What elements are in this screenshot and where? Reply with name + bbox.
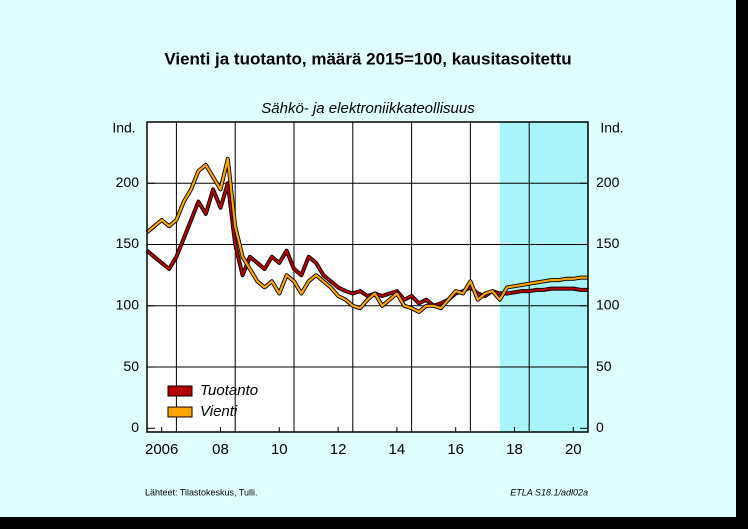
code: ETLA S18.1/adl02a	[510, 487, 588, 497]
y2-tick-label: 200	[596, 174, 620, 190]
y-tick-label: 0	[131, 419, 139, 435]
y-label: Ind.	[112, 120, 135, 136]
x-tick-label: 12	[330, 441, 347, 458]
legend-label: Tuotanto	[200, 382, 258, 399]
legend-swatch	[167, 406, 193, 418]
y-tick-label: 50	[123, 358, 139, 374]
x-tick-label: 14	[389, 441, 406, 458]
y-tick-label: 150	[116, 235, 140, 251]
source: Lähteet: Tilastokeskus, Tulli.	[145, 487, 258, 497]
y2-tick-label: 150	[596, 235, 620, 251]
y2-tick-label: 0	[596, 419, 604, 435]
y2-label: Ind.	[600, 120, 623, 136]
chart-title: Vienti ja tuotanto, määrä 2015=100, kaus…	[164, 49, 571, 68]
y-tick-label: 100	[116, 296, 140, 312]
x-tick-label: 16	[447, 441, 464, 458]
y2-tick-label: 100	[596, 296, 620, 312]
plot-frame	[146, 121, 589, 433]
legend-swatch	[167, 385, 193, 397]
chart-subtitle: Sähkö- ja elektroniikkateollisuus	[261, 100, 475, 117]
y2-tick-label: 50	[596, 358, 612, 374]
x-tick-label: 18	[506, 441, 523, 458]
y-tick-label: 200	[116, 174, 140, 190]
line	[146, 182, 588, 307]
x-tick-label: 2006	[145, 441, 178, 458]
x-tick-label: 08	[212, 441, 229, 458]
x-tick-label: 20	[565, 441, 582, 458]
legend-label: Vienti	[200, 403, 238, 420]
x-tick-label: 10	[271, 441, 288, 458]
line	[146, 157, 588, 313]
